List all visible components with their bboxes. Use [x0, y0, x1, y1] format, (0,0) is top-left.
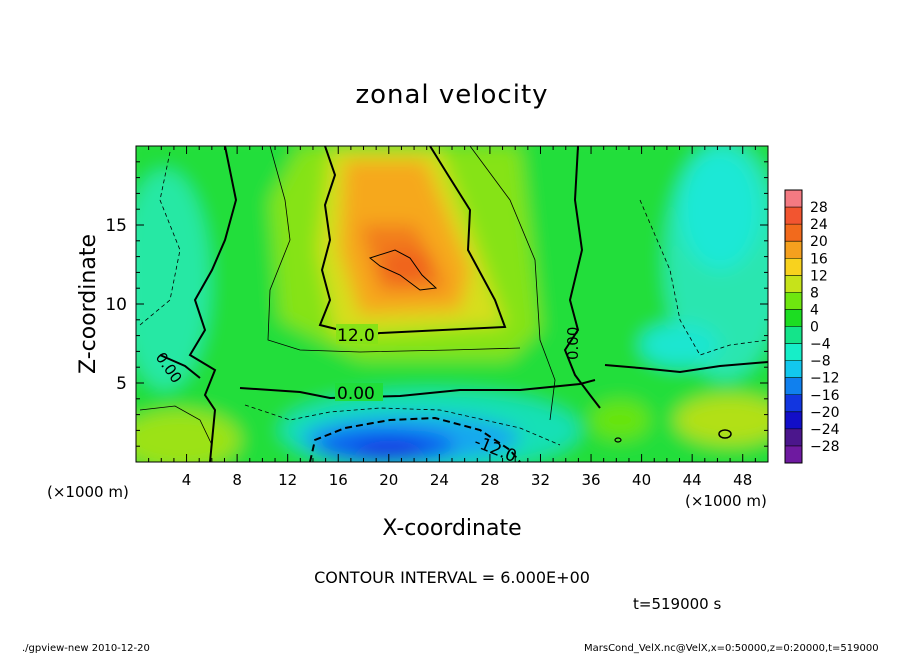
- y-tick-label: 5: [116, 374, 127, 394]
- contour-label-zero-1: 0.00: [337, 384, 375, 404]
- colorbar-swatch: [785, 411, 802, 430]
- colorbar-label: 4: [810, 302, 819, 318]
- colorbar-label: −12: [810, 371, 840, 387]
- x-tick-label: 16: [329, 471, 348, 489]
- time-label: t=519000 s: [633, 595, 721, 613]
- velocity-field: 12.0 0.00 0.00 0.00 -12.0: [136, 146, 768, 462]
- colorbar-label: 20: [810, 234, 828, 250]
- contour-label-12: 12.0: [337, 326, 375, 346]
- x-tick-label: 24: [430, 471, 449, 489]
- colorbar-label: 0: [810, 320, 819, 336]
- colorbar-label: −8: [810, 354, 831, 370]
- colorbar-label: −4: [810, 337, 831, 353]
- colorbar-swatch: [785, 445, 802, 464]
- contour-lines: [139, 146, 768, 462]
- x-unit-label-right: (×1000 m): [685, 492, 767, 510]
- y-axis: 5 10 15: [105, 161, 768, 447]
- colorbar-swatch: [785, 207, 802, 225]
- colorbar-label: 12: [810, 268, 828, 284]
- footer-right: MarsCond_VelX.nc@VelX,x=0:50000,z=0:2000…: [584, 643, 879, 654]
- x-tick-label: 28: [480, 471, 499, 489]
- colorbar-swatch: [785, 241, 802, 259]
- x-axis-title: X-coordinate: [382, 516, 521, 541]
- x-tick-label: 12: [278, 471, 297, 489]
- colorbar-label: 8: [810, 285, 819, 301]
- colorbar-label: −16: [810, 388, 840, 404]
- colorbar-swatch: [785, 326, 802, 344]
- x-tick-label: 36: [581, 471, 600, 489]
- contour-label-zero-3: 0.00: [564, 327, 582, 360]
- x-tick-label: 44: [683, 471, 702, 489]
- x-unit-label-left: (×1000 m): [47, 483, 129, 501]
- x-tick-label: 40: [632, 471, 651, 489]
- colorbar-swatch: [785, 394, 802, 413]
- colorbar-label: −20: [810, 405, 840, 421]
- x-tick-label: 20: [379, 471, 398, 489]
- footer-left: ./gpview-new 2010-12-20: [22, 643, 150, 654]
- colorbar-label: −28: [810, 439, 840, 455]
- x-axis: 4 8 12 16 20 24 28 32 36 40 44 48: [148, 146, 756, 489]
- y-tick-label: 15: [105, 216, 127, 236]
- colorbar-label: 28: [810, 200, 828, 216]
- chart-title: zonal velocity: [355, 80, 548, 110]
- x-tick-label: 4: [182, 471, 192, 489]
- x-tick-label: 8: [232, 471, 242, 489]
- colorbar-swatch: [785, 309, 802, 327]
- x-tick-label: 32: [531, 471, 550, 489]
- colorbar-label: −24: [810, 422, 840, 438]
- colorbar-swatch: [785, 224, 802, 242]
- contour-interval-text: CONTOUR INTERVAL = 6.000E+00: [314, 568, 590, 587]
- colorbar-swatch: [785, 258, 802, 276]
- y-tick-label: 10: [105, 295, 127, 315]
- colorbar-label: 16: [810, 251, 828, 267]
- x-tick-label: 48: [733, 471, 752, 489]
- y-axis-title: Z-coordinate: [76, 234, 101, 374]
- colorbar-swatch: [785, 292, 802, 310]
- colorbar-swatch: [785, 377, 802, 396]
- colorbar-label: 24: [810, 217, 828, 233]
- colorbar-swatch: [785, 190, 802, 208]
- colorbar-swatch: [785, 343, 802, 361]
- colorbar-swatch: [785, 275, 802, 293]
- colorbar-swatch: [785, 360, 802, 378]
- colorbar-swatch: [785, 428, 802, 447]
